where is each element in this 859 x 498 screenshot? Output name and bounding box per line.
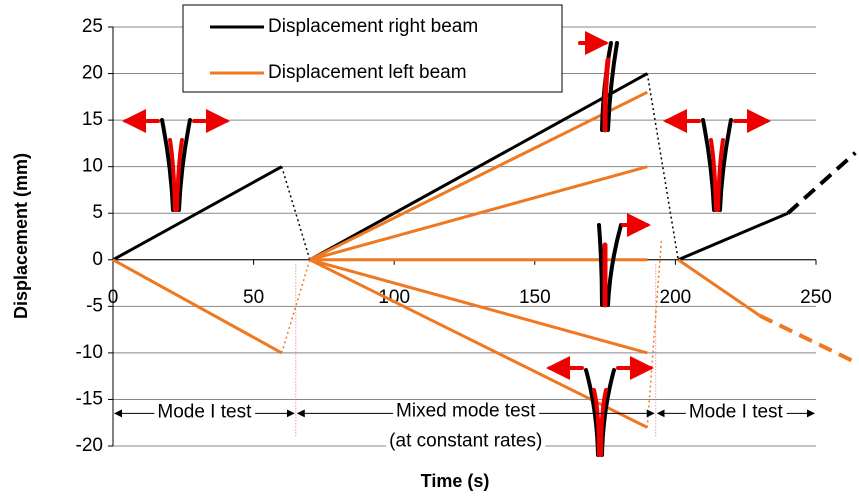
x-axis-title: Time (s)	[421, 471, 490, 491]
x-tick-label: 200	[660, 287, 692, 308]
x-tick-label: 150	[519, 287, 551, 308]
y-axis-title: Displacement (mm)	[11, 153, 31, 319]
series-line	[310, 92, 647, 260]
x-tick-label: 250	[800, 287, 832, 308]
series-line	[788, 153, 855, 214]
y-tick-label: 10	[82, 156, 103, 177]
chart: Displacement (mm) Time (s) -20-15-10-505…	[0, 0, 859, 498]
x-tick-label: 50	[243, 287, 264, 308]
legend: Displacement right beam Displacement left…	[183, 5, 562, 92]
y-tick-label: -20	[76, 435, 103, 456]
y-tick-label: 0	[92, 249, 103, 270]
y-tick-label: 25	[82, 16, 103, 37]
annotation: (at constant rates)	[389, 430, 542, 451]
plot-lines	[113, 74, 855, 428]
series-line	[760, 316, 856, 363]
y-tick-label: 15	[82, 109, 103, 130]
beam-icons	[126, 43, 767, 455]
legend-label: Displacement right beam	[268, 16, 478, 37]
y-tick-label: -5	[86, 295, 103, 316]
annotation: Mixed mode test	[396, 400, 536, 421]
legend-label: Displacement left beam	[268, 62, 467, 83]
annotation: Mode I test	[157, 401, 252, 422]
y-tick-label: -15	[76, 388, 103, 409]
x-tick-label: 0	[108, 287, 119, 308]
series-line	[678, 213, 788, 260]
y-tick-label: -10	[76, 342, 103, 363]
annotations: Mode I test Mixed mode test (at constant r…	[115, 264, 814, 451]
y-tick-label: 20	[82, 63, 103, 84]
annotation: Mode I test	[689, 401, 784, 422]
y-tick-label: 5	[92, 202, 103, 223]
